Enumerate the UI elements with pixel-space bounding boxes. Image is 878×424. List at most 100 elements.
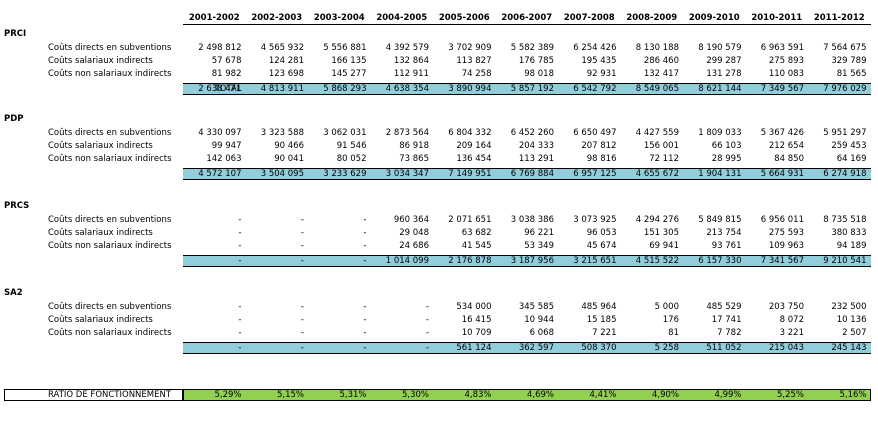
cell: 2 507 [842, 328, 867, 338]
total-cell: 511 052 [706, 343, 742, 353]
cell: 166 135 [331, 56, 367, 66]
ratio-cell: 5,29% [214, 390, 242, 400]
cell: 80 052 [336, 154, 367, 164]
total-cell: 5 868 293 [323, 84, 367, 94]
cell: - [238, 315, 242, 325]
cell: 5 582 389 [510, 43, 554, 53]
cell: 29 048 [399, 228, 429, 238]
row-label: Coûts directs en subventions [48, 215, 172, 225]
cell: 3 073 925 [573, 215, 617, 225]
cell: 86 918 [399, 141, 429, 151]
cell: 176 785 [518, 56, 554, 66]
cell: - [363, 215, 367, 225]
total-cell: 215 043 [768, 343, 804, 353]
total-cell: 9 210 541 [823, 256, 867, 266]
section-label: PDP [4, 114, 24, 124]
cell: 3 062 031 [323, 128, 367, 138]
cell: 74 258 [461, 69, 492, 79]
cell: 5 556 881 [323, 43, 367, 53]
total-cell: 3 187 956 [510, 256, 554, 266]
row-label: Coûts non salariaux indirects [48, 154, 172, 164]
row-label: Coûts non salariaux indirects [48, 328, 172, 338]
cell: 132 864 [393, 56, 429, 66]
total-cell: 3 890 994 [448, 84, 492, 94]
cell: 136 454 [456, 154, 492, 164]
total-band [183, 83, 871, 95]
cell: 84 850 [774, 154, 804, 164]
cell: - [363, 315, 367, 325]
cell: 81 565 [836, 69, 867, 79]
cell: 98 816 [586, 154, 617, 164]
cell: 113 291 [518, 154, 554, 164]
section-label: PRCI [4, 29, 27, 39]
total-cell: 508 370 [581, 343, 617, 353]
cell: 4 565 932 [260, 43, 304, 53]
cell: - [363, 241, 367, 251]
row-label: Coûts non salariaux indirects [48, 241, 172, 251]
cell: 94 189 [836, 241, 867, 251]
cell: - [238, 228, 242, 238]
cell: 3 702 909 [448, 43, 492, 53]
cell: 81 982 [211, 69, 242, 79]
cell: 113 827 [456, 56, 492, 66]
total-cell: 5 857 192 [510, 84, 554, 94]
cell: 110 083 [768, 69, 804, 79]
cell: 6 068 [529, 328, 554, 338]
total-cell: 6 274 918 [823, 169, 867, 179]
total-band [183, 168, 871, 180]
total-cell: 3 233 629 [323, 169, 367, 179]
cell: - [300, 241, 304, 251]
total-cell: 6 769 884 [510, 169, 554, 179]
row-label: Coûts salariaux indirects [48, 56, 153, 66]
cell: 17 741 [711, 315, 742, 325]
ratio-cell: 5,25% [776, 390, 804, 400]
row-label: Coûts salariaux indirects [48, 228, 153, 238]
total-cell: 4 572 107 [198, 169, 242, 179]
cell: 96 221 [524, 228, 554, 238]
total-cell: 6 157 330 [698, 256, 742, 266]
column-header: 2011-2012 [813, 13, 865, 23]
row-label: Coûts directs en subventions [48, 302, 172, 312]
cell: 8 130 188 [635, 43, 679, 53]
row-label: Coûts directs en subventions [48, 128, 172, 138]
cell: 10 944 [524, 315, 554, 325]
total-cell: - [238, 343, 242, 353]
cell: 93 761 [711, 241, 742, 251]
cell: 45 674 [586, 241, 617, 251]
cell: 5 849 815 [698, 215, 742, 225]
cell: 73 865 [399, 154, 429, 164]
cell: 64 169 [836, 154, 867, 164]
ratio-cell: 4,69% [526, 390, 554, 400]
cell: 123 698 [268, 69, 304, 79]
total-cell: 8 549 065 [635, 84, 679, 94]
cell: 72 112 [649, 154, 679, 164]
cell: 91 546 [336, 141, 367, 151]
cell: 145 277 [331, 69, 367, 79]
ratio-cell: 5,31% [339, 390, 367, 400]
cell: 24 686 [399, 241, 429, 251]
cell: 41 545 [461, 241, 492, 251]
cell: 207 812 [581, 141, 617, 151]
column-header: 2007-2008 [563, 13, 615, 23]
total-cell: 3 504 095 [260, 169, 304, 179]
total-cell: 7 149 951 [448, 169, 492, 179]
row-label: Coûts salariaux indirects [48, 141, 153, 151]
total-cell: 7 349 567 [760, 84, 804, 94]
ratio-cell: 5,16% [839, 390, 867, 400]
cell: - [363, 328, 367, 338]
cell: 6 804 332 [448, 128, 492, 138]
cell: 96 053 [586, 228, 617, 238]
cell: - [238, 241, 242, 251]
cell: 92 931 [586, 69, 617, 79]
cell: 3 323 588 [260, 128, 304, 138]
total-cell: 8 621 144 [698, 84, 742, 94]
total-cell: - [363, 256, 367, 266]
cell: 53 349 [524, 241, 554, 251]
ratio-cell: 5,30% [401, 390, 429, 400]
total-cell: 7 976 029 [823, 84, 867, 94]
cell: 2 498 812 [198, 43, 242, 53]
cell: 299 287 [706, 56, 742, 66]
total-cell: 4 638 354 [385, 84, 429, 94]
column-header: 2002-2003 [251, 13, 303, 23]
cell: 112 911 [393, 69, 429, 79]
